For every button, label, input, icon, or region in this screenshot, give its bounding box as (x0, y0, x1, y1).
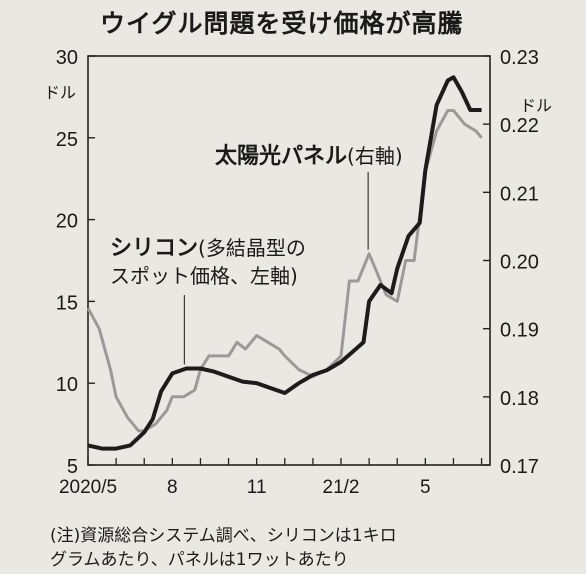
silicon-label-sub2: スポット価格、左軸) (110, 264, 298, 288)
right-tick-label: 0.18 (500, 388, 539, 410)
left-tick-label: 10 (56, 374, 78, 396)
left-tick-label: 15 (56, 292, 78, 314)
panel-label: 太陽光パネル(右軸) (215, 144, 403, 169)
silicon-label-sub1: (多結晶型の (198, 236, 306, 260)
right-tick-label: 0.19 (500, 320, 539, 342)
left-axis-unit: ドル (44, 83, 76, 102)
right-tick-label: 0.22 (500, 115, 539, 137)
x-tick-label: 8 (167, 477, 178, 498)
panel-label-sub: (右軸) (347, 144, 403, 168)
left-tick-label: 5 (67, 456, 78, 478)
right-tick-label: 0.21 (500, 183, 539, 205)
note-line-1: (注)資源総合システム調べ、シリコンは1キロ (50, 526, 397, 546)
right-tick-label: 0.20 (500, 252, 539, 274)
chart-note: (注)資源総合システム調べ、シリコンは1キロ グラムあたり、パネルは1ワットあた… (50, 524, 397, 572)
silicon-label: シリコン(多結晶型の (110, 236, 306, 261)
x-tick-label: 5 (420, 477, 431, 498)
left-tick-label: 30 (56, 47, 78, 69)
chart-title: ウイグル問題を受け価格が高騰 (100, 9, 464, 38)
x-tick-label: 21/2 (323, 477, 360, 498)
panel-series-line (86, 109, 483, 433)
silicon-series-line (87, 75, 482, 451)
panel-label-main: 太陽光パネル (215, 144, 347, 169)
right-tick-label: 0.17 (500, 456, 539, 478)
left-tick-label: 20 (56, 211, 78, 233)
left-tick-label: 25 (56, 129, 78, 151)
right-tick-label: 0.23 (500, 47, 539, 69)
x-tick-label: 2020/5 (59, 477, 117, 498)
x-tick-label: 11 (247, 477, 267, 498)
note-line-2: グラムあたり、パネルは1ワットあたり (50, 550, 349, 570)
silicon-label-main: シリコン (110, 236, 198, 261)
right-axis-unit: ドル (520, 96, 552, 115)
